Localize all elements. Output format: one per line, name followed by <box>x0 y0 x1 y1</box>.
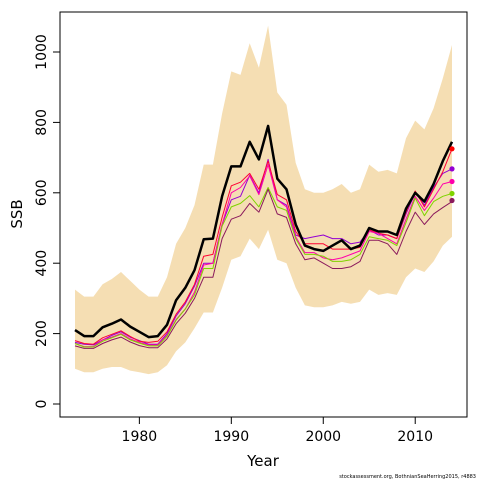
x-axis: 1980 1990 2000 2010 <box>122 417 433 445</box>
series-line-3 <box>74 164 453 348</box>
end-point-5 <box>449 197 455 204</box>
end-point-4 <box>449 190 455 197</box>
series-line-5 <box>74 188 453 349</box>
series-line-4 <box>74 187 453 348</box>
series-line-2 <box>74 148 453 345</box>
credit-text: stockassessment.org, BothnianSeaHerring2… <box>339 474 476 480</box>
y-tick-label: 0 <box>34 400 50 409</box>
end-point-1 <box>449 146 455 152</box>
y-tick-label: 200 <box>34 320 50 347</box>
y-tick-label: 600 <box>34 179 50 206</box>
y-axis-title: SSB <box>8 199 26 228</box>
x-axis-title: Year <box>246 452 280 470</box>
y-axis: 0 200 400 600 800 1000 <box>34 34 60 408</box>
y-tick-label: 400 <box>34 250 50 277</box>
end-point-3 <box>449 178 455 185</box>
series-line-main <box>74 124 454 339</box>
x-tick-label: 2000 <box>305 429 341 445</box>
end-point-2 <box>449 166 455 172</box>
plot-frame <box>59 11 468 418</box>
y-tick-label: 800 <box>34 109 50 136</box>
x-tick-label: 2010 <box>397 429 433 445</box>
x-tick-label: 1990 <box>213 429 249 445</box>
plot-content <box>74 25 455 375</box>
x-tick-label: 1980 <box>122 429 158 445</box>
y-tick-label: 1000 <box>34 34 50 70</box>
